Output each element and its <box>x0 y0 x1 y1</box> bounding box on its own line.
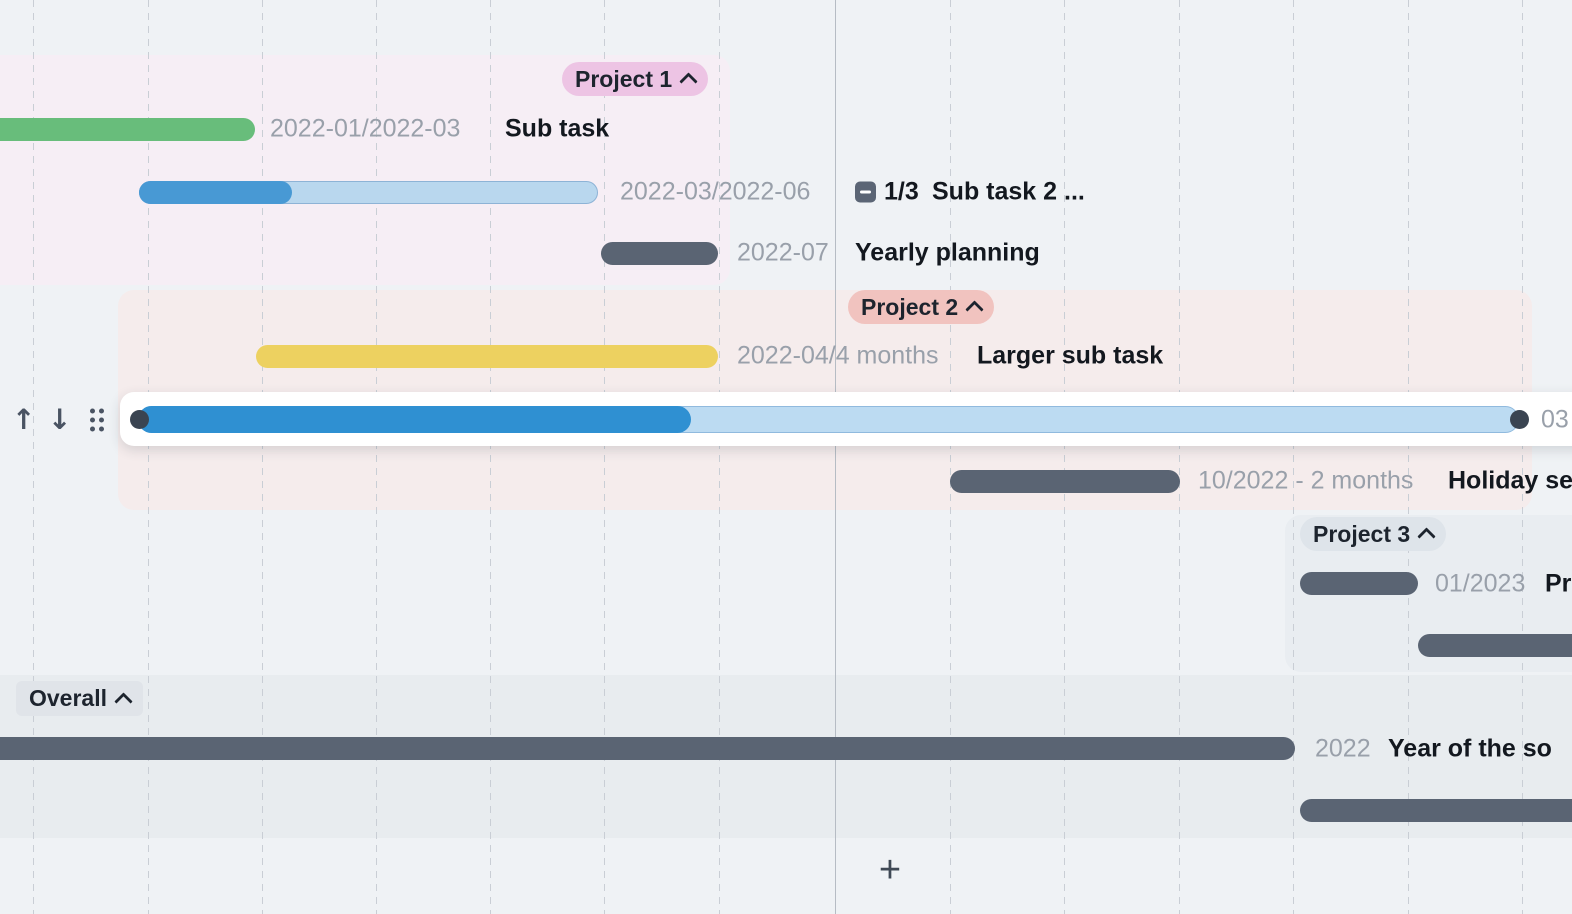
selected-task-bar-progress <box>137 405 691 433</box>
project1-badge[interactable]: Project 1 <box>562 62 709 96</box>
task-name-label[interactable]: Pr <box>1545 569 1572 598</box>
project2-badge[interactable]: Project 2 <box>848 290 995 324</box>
task-bar-year[interactable] <box>0 737 1295 760</box>
task-name-label[interactable]: Year of the so <box>1388 734 1552 763</box>
gridline-dashed <box>490 0 491 914</box>
checklist-count: 1/3 <box>884 177 919 206</box>
checklist-indeterminate-checkbox-icon[interactable] <box>855 181 876 203</box>
project3-badge-label: Project 3 <box>1313 520 1411 547</box>
gridline-dashed <box>148 0 149 914</box>
move-row-down-button[interactable]: ↓ <box>48 406 71 434</box>
task-bar-overall-2[interactable] <box>1300 799 1572 822</box>
overall-badge[interactable]: Overall <box>16 681 143 716</box>
gridline-dashed <box>376 0 377 914</box>
task-bar-sub-task[interactable] <box>0 118 255 141</box>
task-date-label: 01/2023 <box>1435 569 1526 598</box>
arrow-down-icon: ↓ <box>48 403 72 436</box>
task-date-label: 2022-04/4 months <box>737 341 939 370</box>
arrow-up-icon: ↑ <box>12 403 36 436</box>
gridline-dashed <box>1179 0 1180 914</box>
gridline-dashed <box>262 0 263 914</box>
move-row-up-button[interactable]: ↑ <box>12 406 35 434</box>
task-name-label[interactable]: Larger sub task <box>977 341 1164 370</box>
task-name-label[interactable]: Sub task <box>505 114 610 143</box>
task-bar-progress <box>138 180 292 204</box>
gridline-dashed <box>1064 0 1065 914</box>
chevron-up-icon <box>965 300 984 319</box>
task-bar-holiday[interactable] <box>950 470 1180 493</box>
gridline-dashed <box>1522 0 1523 914</box>
task-bar-yearly-planning[interactable] <box>601 242 718 265</box>
task-date-label: 2022-01/2022-03 <box>270 114 461 143</box>
drag-grip-icon[interactable] <box>90 408 104 432</box>
gridline-dashed <box>1293 0 1294 914</box>
add-task-button[interactable]: + <box>868 848 912 892</box>
task-bar-larger-sub-task[interactable] <box>256 345 718 368</box>
task-name-label[interactable]: Holiday se <box>1448 466 1572 495</box>
gridline-dashed <box>604 0 605 914</box>
task-bar-project3-2[interactable] <box>1418 634 1572 657</box>
bar-end-handle[interactable] <box>1510 410 1529 429</box>
gridline-dashed <box>33 0 34 914</box>
overall-badge-label: Overall <box>29 685 107 711</box>
plus-icon: + <box>878 849 902 891</box>
selected-task-bar[interactable] <box>137 405 1519 433</box>
gridline-dashed <box>1408 0 1409 914</box>
task-name-label[interactable]: Yearly planning <box>855 238 1040 267</box>
task-date-label: 2022-07 <box>737 238 829 267</box>
task-name-label[interactable]: Sub task 2 ... <box>932 177 1085 206</box>
bar-start-handle[interactable] <box>130 410 149 429</box>
gridline-dashed <box>950 0 951 914</box>
task-date-label: 2022-03/2022-06 <box>620 177 811 206</box>
project2-badge-label: Project 2 <box>861 293 959 320</box>
task-bar-sub-task-2[interactable] <box>138 180 598 204</box>
selected-task-date-label: 03 <box>1541 405 1569 434</box>
project3-badge[interactable]: Project 3 <box>1300 517 1447 551</box>
task-date-label: 2022 <box>1315 734 1371 763</box>
gridline-solid-today <box>835 0 836 914</box>
task-date-label: 10/2022 - 2 months <box>1198 466 1414 495</box>
chevron-up-icon <box>1417 527 1436 546</box>
project1-badge-label: Project 1 <box>575 65 673 92</box>
chevron-up-icon <box>679 72 698 91</box>
gridline-dashed <box>719 0 720 914</box>
chevron-up-icon <box>114 691 133 711</box>
task-bar-project3-1[interactable] <box>1300 572 1418 595</box>
